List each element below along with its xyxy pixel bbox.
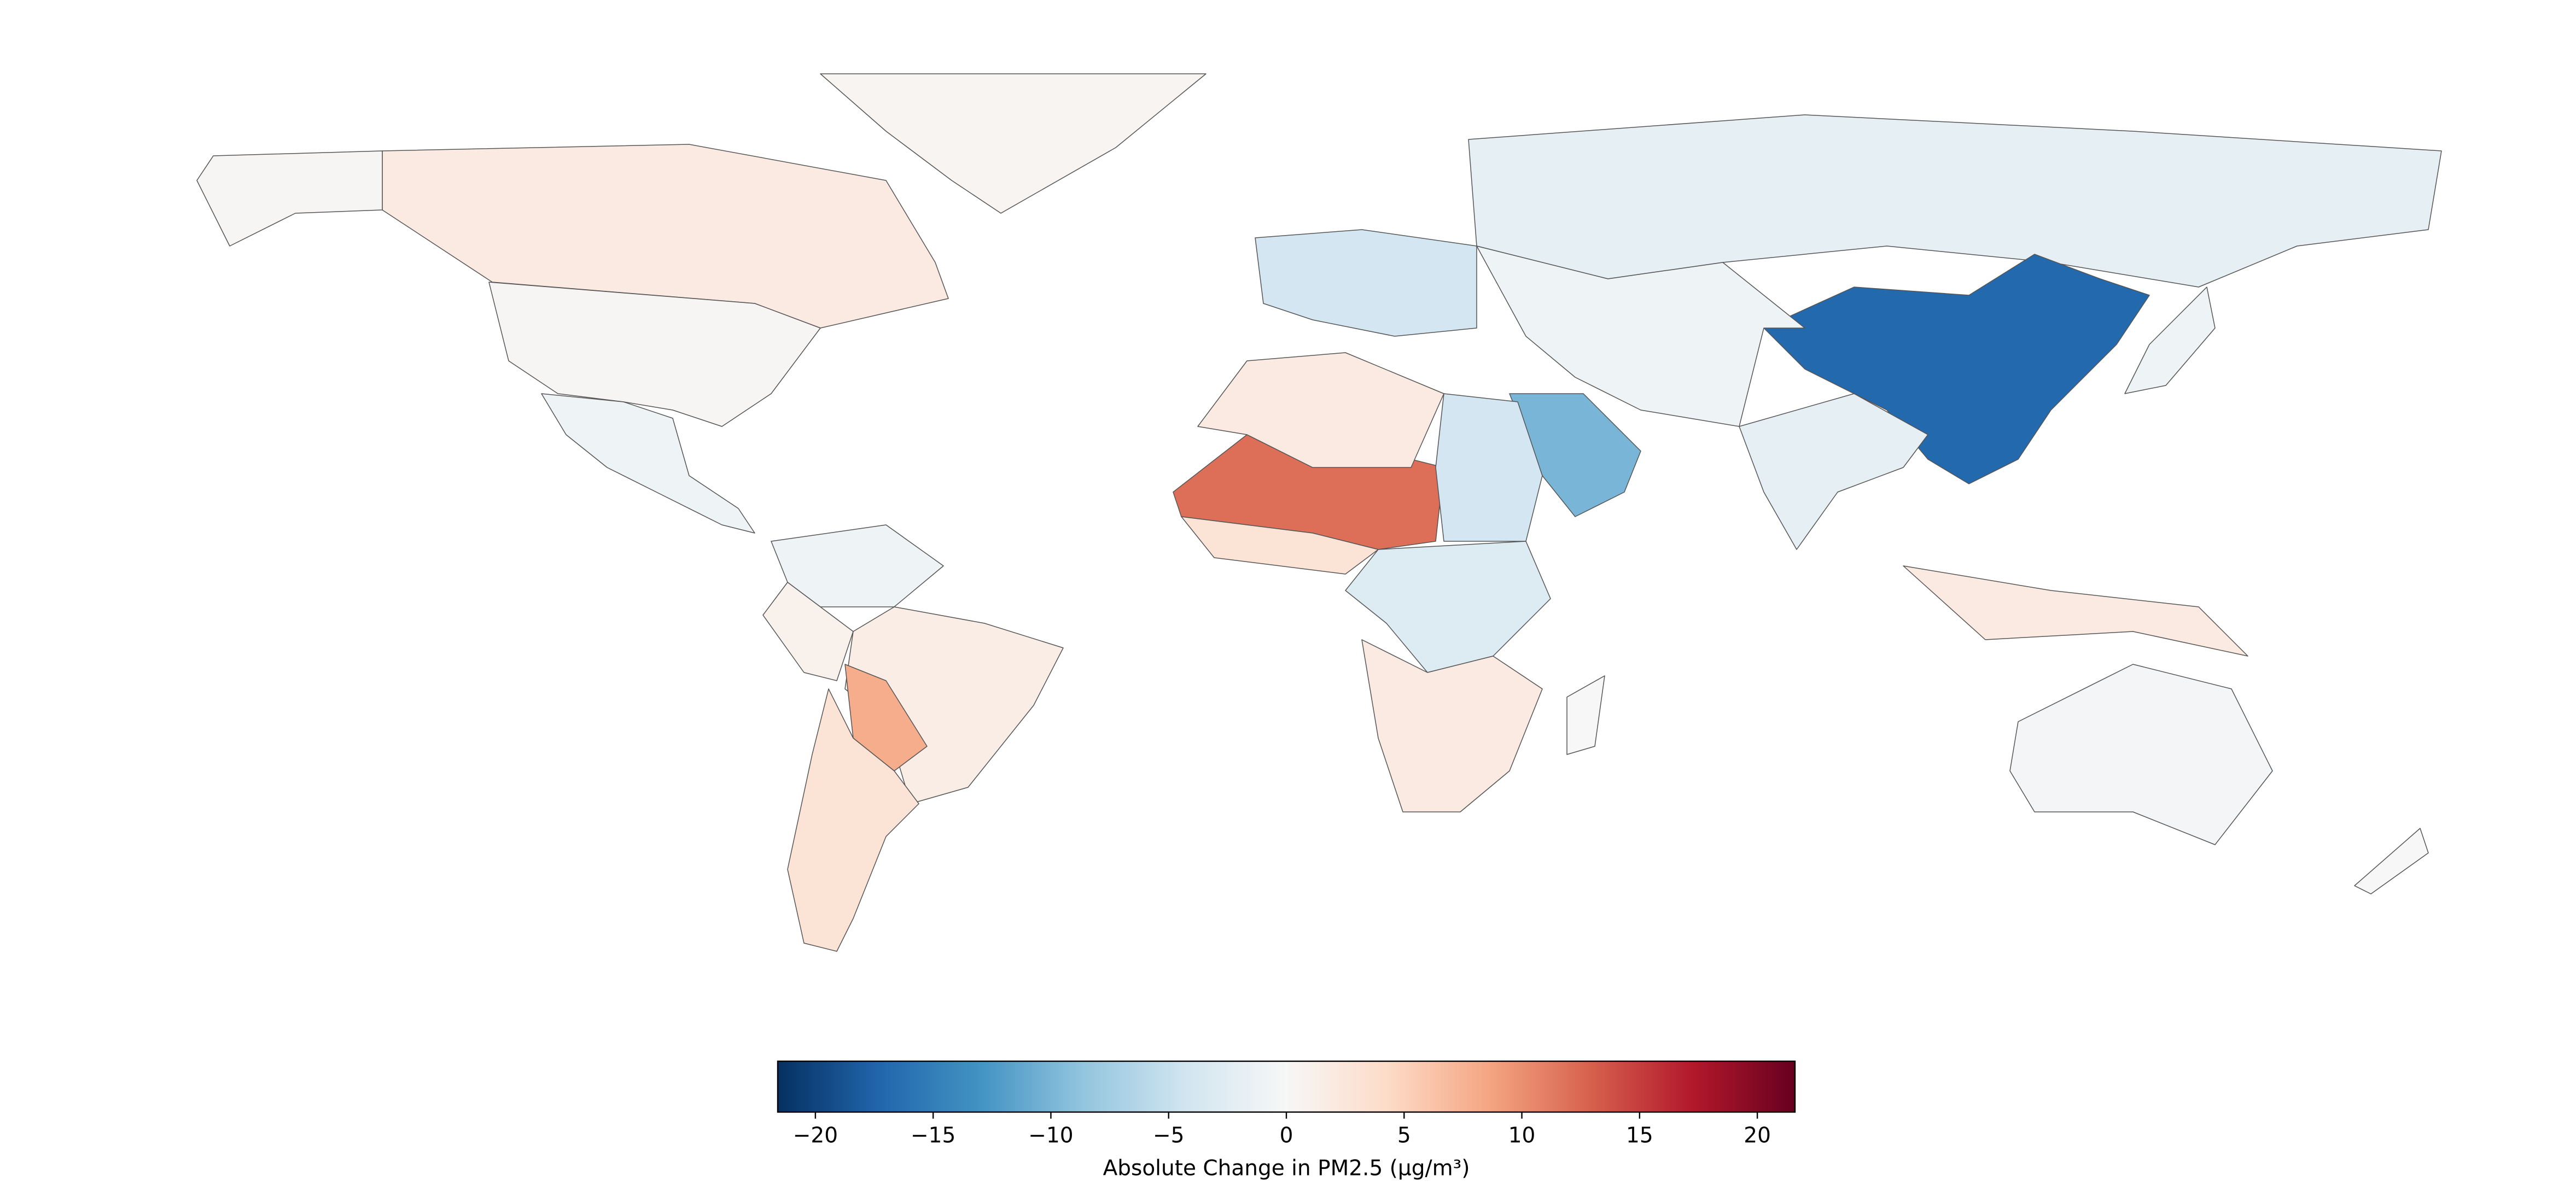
colorbar: Absolute Change in PM2.5 (µg/m³) −20 −15 −… bbox=[777, 1060, 1796, 1181]
region bbox=[1361, 639, 1543, 812]
colorbar-tick-label: 10 bbox=[1508, 1124, 1536, 1148]
region bbox=[2124, 286, 2216, 394]
colorbar-tick-label: 0 bbox=[1280, 1124, 1293, 1148]
map bbox=[196, 73, 2442, 952]
colorbar-tick-label: 20 bbox=[1744, 1124, 1771, 1148]
region bbox=[541, 393, 755, 534]
colorbar-label: Absolute Change in PM2.5 (µg/m³) bbox=[1103, 1156, 1470, 1181]
region bbox=[1197, 352, 1444, 468]
region bbox=[1476, 245, 1805, 427]
colorbar-tick-label: −5 bbox=[1153, 1124, 1185, 1148]
region bbox=[1739, 393, 1928, 550]
region bbox=[1566, 675, 1605, 755]
region bbox=[488, 282, 821, 427]
colorbar-tick-label: 15 bbox=[1626, 1124, 1653, 1148]
region bbox=[196, 150, 383, 247]
colorbar-gradient bbox=[777, 1060, 1796, 1113]
colorbar-tick-label: −10 bbox=[1028, 1124, 1073, 1148]
region bbox=[382, 144, 949, 329]
region bbox=[1468, 114, 2442, 288]
colorbar-tick-label: −15 bbox=[911, 1124, 955, 1148]
region bbox=[2009, 664, 2273, 845]
colorbar-tick-label: 5 bbox=[1397, 1124, 1411, 1148]
region bbox=[2354, 828, 2429, 894]
region bbox=[820, 73, 1207, 214]
colorbar-tick-label: −20 bbox=[793, 1124, 838, 1148]
region bbox=[1903, 565, 2248, 657]
region bbox=[787, 688, 919, 952]
region bbox=[1181, 516, 1379, 575]
region bbox=[844, 664, 928, 771]
region bbox=[1255, 229, 1477, 337]
region bbox=[762, 582, 854, 681]
